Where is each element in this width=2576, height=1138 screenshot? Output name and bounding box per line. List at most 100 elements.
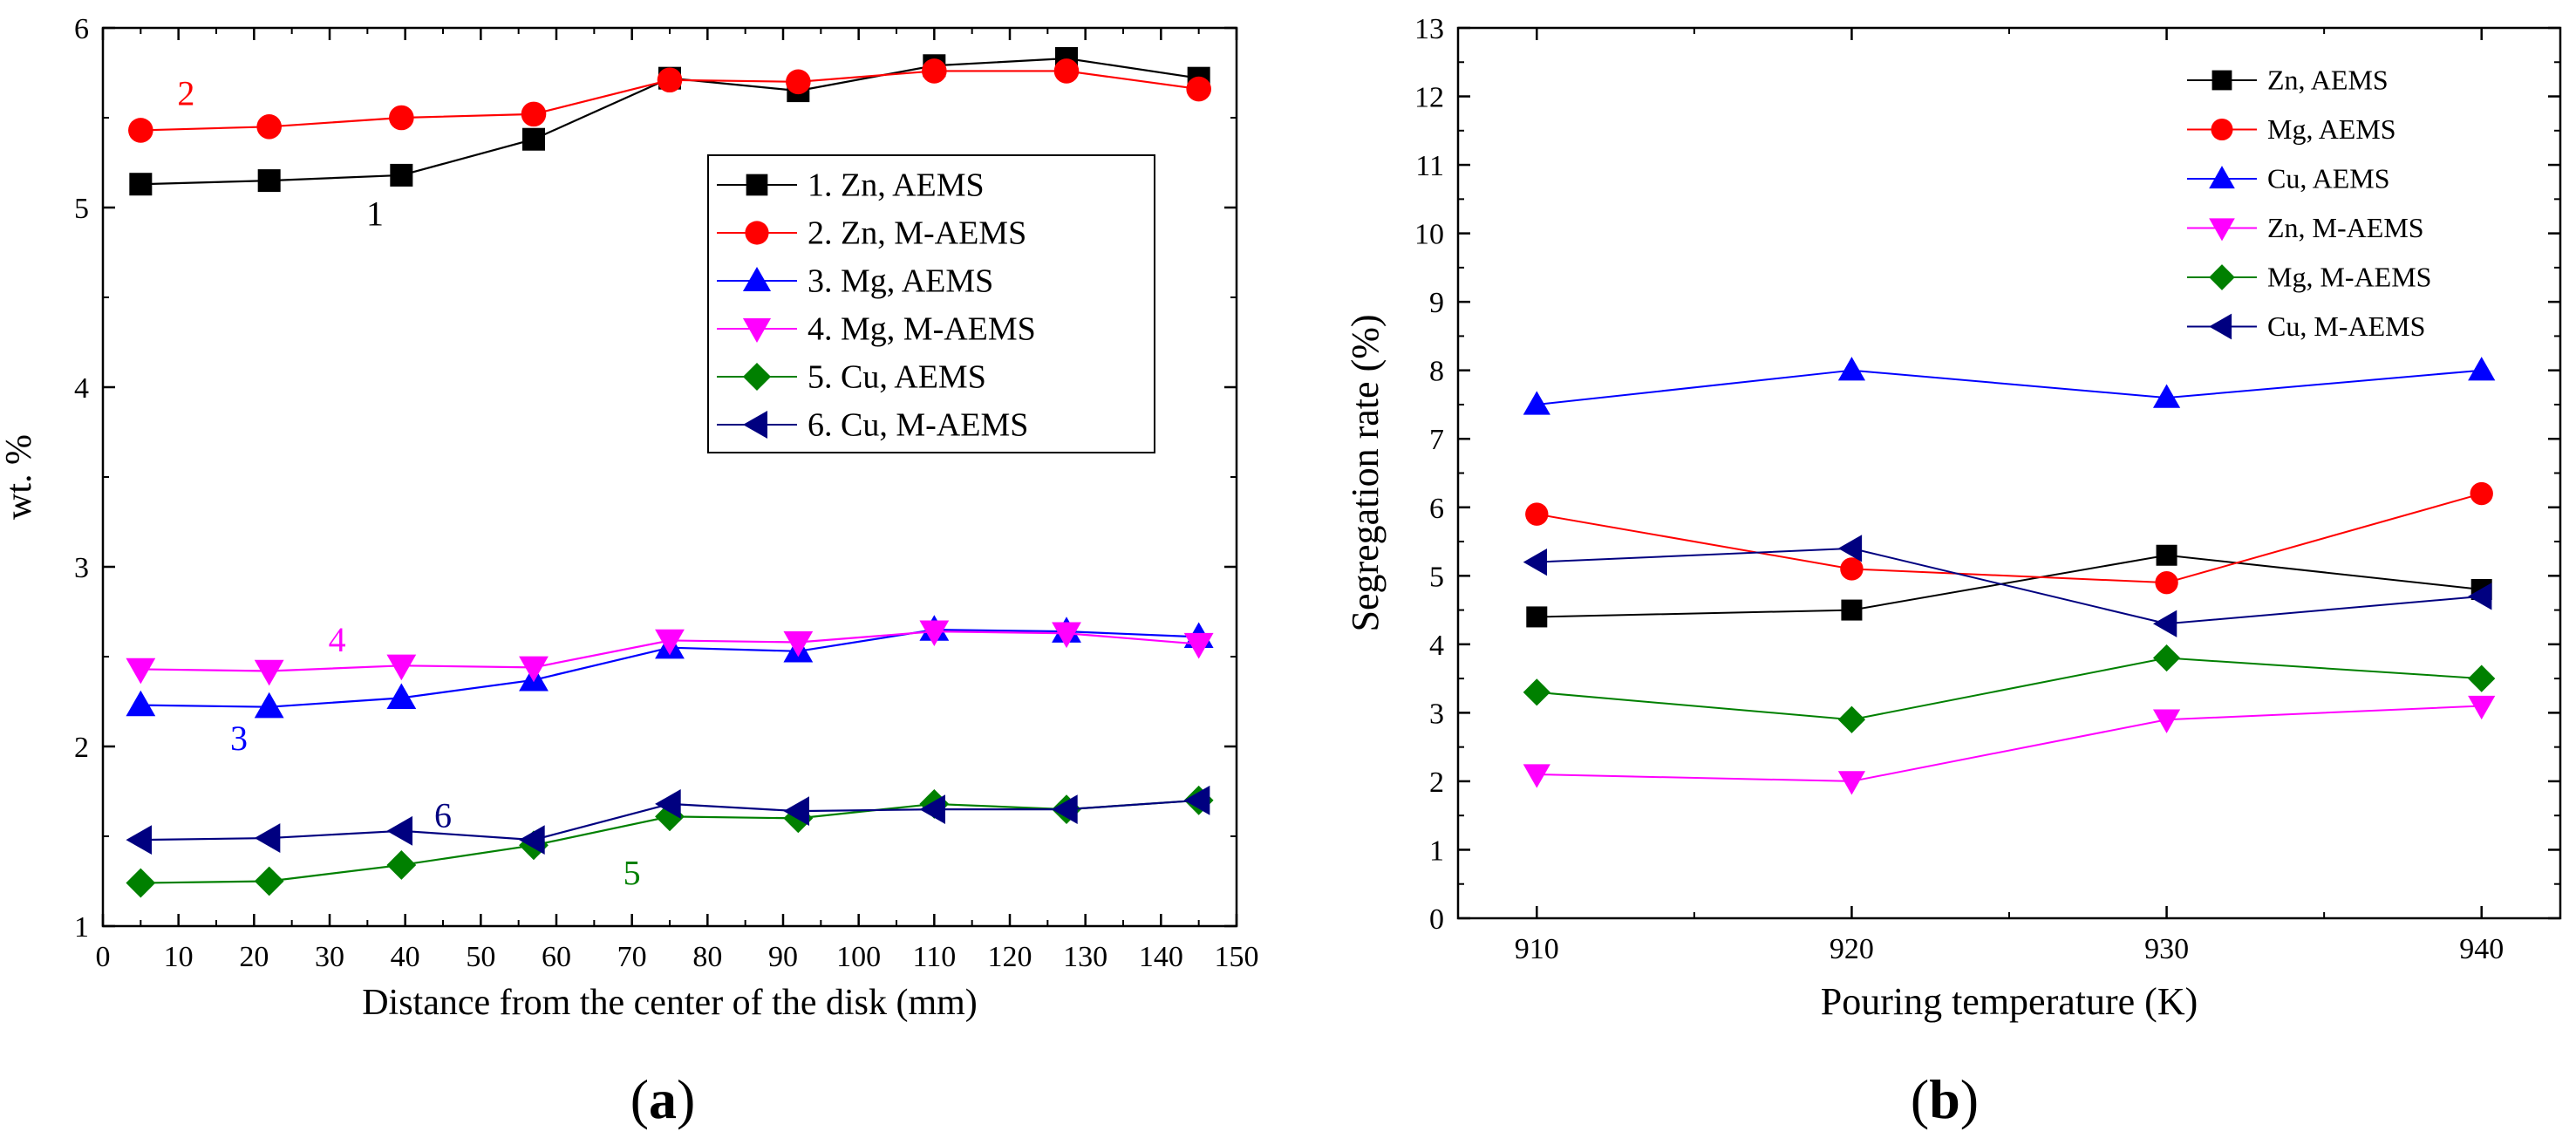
data-point — [1053, 58, 1080, 84]
legend-entry: Zn, AEMS — [2267, 65, 2389, 96]
y-tick-label: 8 — [1429, 356, 1444, 388]
legend-entry: Mg, AEMS — [2267, 113, 2396, 145]
data-point — [2156, 544, 2177, 566]
y-tick-label: 3 — [1429, 698, 1444, 730]
data-point — [1523, 678, 1550, 706]
data-point — [386, 683, 417, 710]
data-point — [126, 868, 156, 898]
panel-label-close: ) — [1960, 1068, 1979, 1130]
data-point — [256, 114, 282, 140]
x-tick-label: 140 — [1139, 941, 1183, 973]
series-4 — [1523, 695, 2496, 795]
data-point — [2470, 481, 2493, 506]
series-line — [1537, 547, 2482, 625]
series-line — [1537, 554, 2482, 618]
data-point — [1523, 549, 1547, 576]
y-axis-label: Segregation rate (%) — [1344, 314, 1387, 631]
legend-marker — [2209, 218, 2235, 242]
data-point — [128, 118, 153, 143]
x-tick-label: 100 — [836, 941, 881, 973]
y-tick-label: 1 — [1429, 835, 1444, 867]
chart-panel-a: 0 10 20 30 40 50 60 70 80 90 100 110 120 130 140 150 1 2 3… — [0, 13, 1259, 1130]
series-annotation: 6 — [434, 796, 452, 835]
series-1 — [1526, 544, 2492, 628]
data-point — [2468, 664, 2496, 692]
x-tick-label: 90 — [768, 941, 798, 973]
data-point — [254, 823, 281, 853]
data-point — [1052, 794, 1078, 824]
x-tick-label: 20 — [239, 941, 269, 973]
data-point — [1841, 599, 1863, 621]
data-point — [2152, 709, 2181, 733]
series-annotation: 2 — [177, 74, 194, 113]
data-point — [519, 825, 545, 855]
legend-marker — [742, 410, 768, 440]
series-annotation: 1 — [366, 194, 384, 234]
legend-entry: 5. Cu, AEMS — [808, 359, 986, 396]
legend-marker — [742, 362, 772, 392]
data-point — [1525, 502, 1549, 526]
y-tick-label: 2 — [1429, 767, 1444, 799]
data-point — [522, 127, 545, 151]
x-tick-label: 60 — [542, 941, 571, 973]
data-point — [1183, 785, 1210, 815]
x-tick-label: 940 — [2459, 933, 2504, 965]
y-tick-label: 9 — [1429, 287, 1444, 319]
data-point — [126, 658, 156, 685]
data-point — [2152, 610, 2177, 637]
y-tick-label: 6 — [74, 13, 89, 45]
data-point — [919, 620, 950, 647]
data-point — [126, 825, 153, 855]
data-point — [919, 794, 946, 824]
x-tick-label: 0 — [96, 941, 111, 973]
data-point — [519, 656, 549, 683]
data-point — [783, 796, 810, 827]
data-point — [126, 690, 156, 717]
y-tick-label: 7 — [1429, 424, 1444, 456]
y-tick-label: 1 — [74, 911, 89, 944]
data-point — [1526, 606, 1548, 628]
legend-box — [707, 154, 1155, 453]
panel-label-letter: a — [649, 1068, 677, 1130]
legend-marker — [2209, 313, 2232, 340]
series-5 — [1523, 644, 2496, 733]
legend-entry: 3. Mg, AEMS — [808, 263, 993, 300]
x-tick-label: 30 — [315, 941, 344, 973]
legend-marker — [742, 317, 772, 344]
data-point — [129, 173, 153, 196]
y-axis-label: wt. % — [0, 434, 39, 520]
series-annotation: 5 — [624, 854, 641, 893]
data-point — [386, 654, 417, 681]
y-tick-label: 3 — [74, 552, 89, 584]
data-point — [657, 67, 683, 93]
data-point — [1837, 357, 1866, 381]
y-tick-label: 13 — [1414, 13, 1444, 45]
data-point — [390, 163, 413, 187]
panel-label-open: ( — [1911, 1068, 1929, 1130]
data-point — [655, 629, 685, 656]
data-point — [1052, 622, 1081, 649]
legend-marker — [2211, 70, 2232, 91]
legend-entry: Cu, AEMS — [2267, 163, 2389, 194]
y-tick-label: 4 — [1429, 630, 1444, 662]
x-tick-label: 10 — [164, 941, 194, 973]
legend-entry: 2. Zn, M-AEMS — [808, 215, 1026, 252]
y-tick-label: 11 — [1415, 150, 1444, 182]
legend-marker — [745, 221, 769, 245]
x-tick-label: 40 — [391, 941, 420, 973]
data-point — [386, 850, 417, 880]
data-point — [783, 630, 814, 658]
series-annotation: 4 — [329, 620, 346, 659]
legend-marker — [2211, 118, 2233, 141]
series-4 — [126, 620, 1214, 686]
legend: 1. Zn, AEMS 2. Zn, M-AEMS 3. Mg, AEMS 4. Mg… — [707, 154, 1155, 453]
data-point — [1183, 632, 1214, 659]
x-tick-label: 70 — [617, 941, 647, 973]
y-tick-label: 5 — [1429, 561, 1444, 593]
y-tick-label: 4 — [74, 372, 89, 405]
panel-label-letter: b — [1929, 1068, 1960, 1130]
y-tick-label: 10 — [1414, 219, 1444, 251]
legend-marker — [742, 266, 772, 292]
